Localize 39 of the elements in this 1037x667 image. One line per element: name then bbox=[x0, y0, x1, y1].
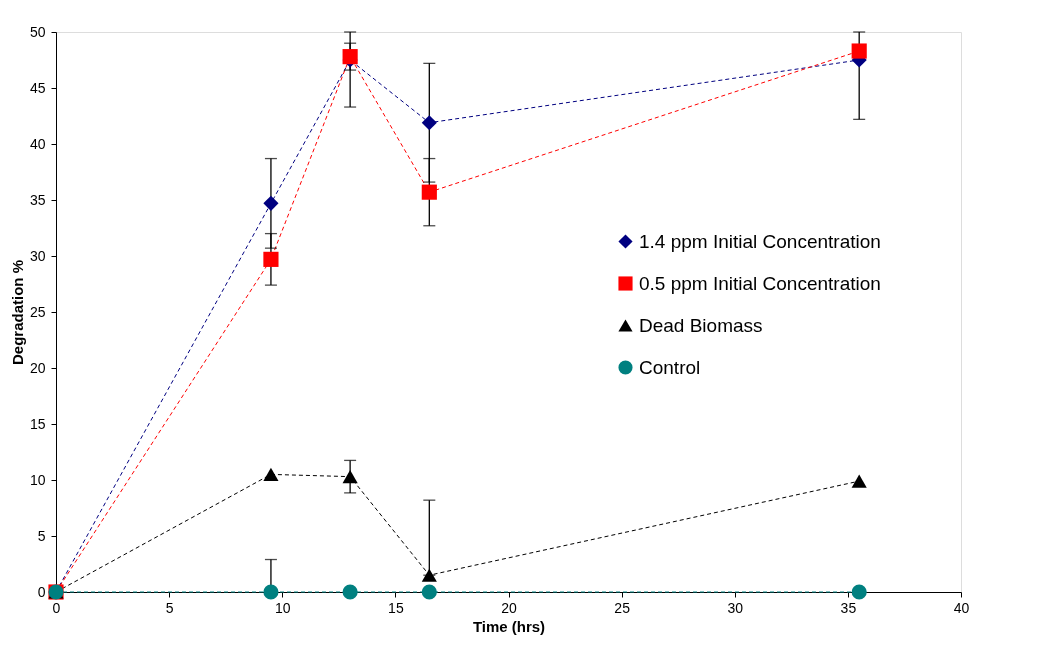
legend-label: 0.5 ppm Initial Concentration bbox=[639, 272, 881, 294]
point bbox=[342, 470, 358, 484]
y-tick-label: 50 bbox=[29, 23, 46, 40]
point bbox=[263, 584, 279, 600]
y-tick-label: 35 bbox=[29, 191, 46, 208]
point bbox=[851, 584, 867, 600]
y-tick-label: 5 bbox=[37, 527, 46, 544]
point bbox=[342, 584, 358, 600]
legend-label: Dead Biomass bbox=[639, 314, 763, 336]
x-tick-label: 25 bbox=[614, 599, 631, 616]
point bbox=[421, 584, 437, 600]
point bbox=[263, 195, 279, 211]
x-tick-label: 0 bbox=[52, 599, 61, 616]
y-tick-label: 15 bbox=[29, 415, 46, 432]
y-tick-label: 20 bbox=[29, 359, 46, 376]
x-tick-label: 20 bbox=[501, 599, 517, 616]
point bbox=[421, 115, 437, 131]
x-axis-title: Time (hrs) bbox=[472, 617, 546, 635]
y-tick-label: 25 bbox=[29, 303, 46, 320]
y-tick-label: 45 bbox=[29, 79, 46, 96]
legend-label: 1.4 ppm Initial Concentration bbox=[639, 230, 881, 252]
point bbox=[851, 474, 867, 488]
point bbox=[851, 43, 867, 59]
y-tick-label: 0 bbox=[37, 583, 46, 600]
x-tick-label: 5 bbox=[165, 599, 174, 616]
legend-label: Control bbox=[639, 356, 701, 378]
point bbox=[263, 251, 279, 267]
y-tick-label: 40 bbox=[29, 135, 46, 152]
point bbox=[263, 467, 279, 481]
x-tick-label: 15 bbox=[388, 599, 404, 616]
point bbox=[421, 568, 437, 582]
y-axis-title: Degradation % bbox=[8, 259, 26, 366]
x-tick-label: 40 bbox=[953, 599, 970, 616]
x-tick-label: 10 bbox=[274, 599, 291, 616]
x-tick-label: 35 bbox=[840, 599, 857, 616]
x-tick-label: 30 bbox=[727, 599, 744, 616]
y-tick-label: 10 bbox=[29, 471, 46, 488]
y-tick-label: 30 bbox=[29, 247, 46, 264]
point bbox=[421, 184, 437, 200]
